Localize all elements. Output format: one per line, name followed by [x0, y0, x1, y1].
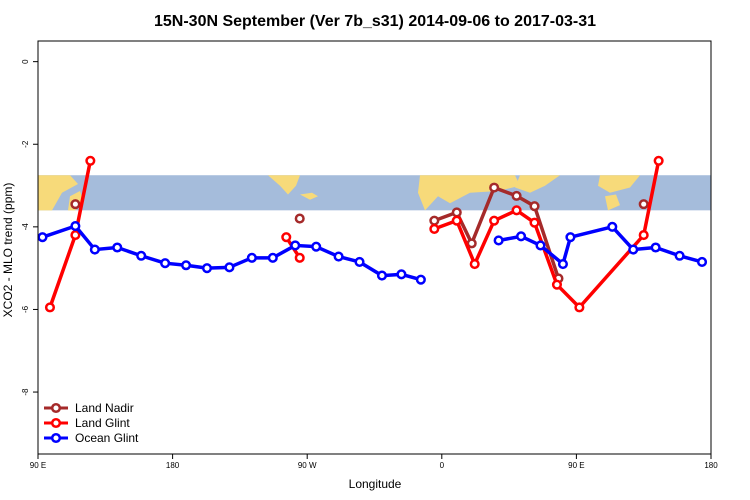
series-1-point-2-6 — [551, 279, 563, 290]
series-2-point-0-7 — [201, 263, 213, 274]
map-land-7 — [605, 194, 620, 211]
y-tick-label-3: -6 — [21, 305, 30, 313]
series-2-point-0-5 — [160, 258, 171, 269]
series-2-point-0-17 — [415, 274, 426, 285]
series-2-point-1-1 — [516, 231, 527, 242]
series-2-point-0-2 — [89, 244, 100, 255]
series-2-point-1-7 — [650, 242, 661, 253]
series-1-point-2-8 — [638, 230, 649, 241]
series-2-point-0-1 — [70, 220, 81, 232]
series-0-point-0-0 — [70, 199, 81, 210]
series-1-point-0-2 — [85, 155, 96, 166]
series-2-point-1-0 — [493, 235, 504, 246]
series-1-point-2-9 — [653, 155, 664, 166]
series-2-point-0-9 — [246, 252, 257, 263]
x-tick-label-3: 0 — [440, 461, 445, 470]
map-land-0 — [38, 175, 78, 211]
series-1-point-2-5 — [529, 217, 540, 228]
series-0-point-2-0 — [429, 215, 440, 226]
series-2-point-1-9 — [696, 256, 708, 268]
series-2-point-0-12 — [311, 241, 322, 252]
legend-label-2: Ocean Glint — [75, 431, 139, 445]
series-1-point-1-1 — [294, 252, 305, 263]
series-2-point-0-13 — [333, 251, 344, 262]
y-tick-label-1: -2 — [21, 140, 30, 148]
map-land-6 — [598, 175, 640, 193]
series-2 — [37, 220, 708, 285]
x-axis-label: Longitude — [349, 477, 402, 491]
series-2-point-1-8 — [674, 250, 685, 261]
series-1-point-1-0 — [281, 232, 292, 243]
series-2-point-0-8 — [224, 262, 235, 273]
series-1-point-0-1 — [70, 230, 81, 241]
plot-frame — [37, 40, 712, 455]
chart-title: 15N-30N September (Ver 7b_s31) 2014-09-0… — [154, 13, 596, 30]
series-2-point-0-6 — [181, 260, 192, 271]
map-land-5 — [515, 175, 560, 193]
series-1-point-2-1 — [451, 215, 462, 226]
series-2-line-1 — [498, 225, 703, 266]
x-tick-label-2: 90 W — [298, 461, 317, 470]
series-0-point-3-0 — [638, 199, 649, 210]
legend-marker-1 — [50, 417, 62, 429]
legend-label-0: Land Nadir — [75, 401, 134, 415]
series-0 — [70, 182, 649, 284]
world-map-strip — [38, 175, 711, 211]
y-axis-label: XCO2 - MLO trend (ppm) — [1, 183, 15, 318]
series-0-point-2-4 — [511, 190, 522, 201]
series-1-point-2-4 — [511, 205, 522, 216]
map-ocean — [38, 175, 711, 211]
y-tick-label-0: 0 — [21, 59, 30, 64]
map-land-3 — [300, 192, 318, 200]
series-2-point-0-16 — [396, 269, 407, 280]
y-tick-label-2: -4 — [21, 223, 30, 231]
series-2-point-0-3 — [112, 242, 123, 253]
series-2-point-0-10 — [267, 252, 278, 263]
series-2-point-1-5 — [607, 221, 618, 232]
series-0-point-2-5 — [529, 201, 540, 212]
series-2-point-0-15 — [376, 270, 388, 281]
x-tick-label-4: 90 E — [568, 461, 584, 470]
series-layer — [37, 155, 708, 313]
map-land-2 — [268, 175, 300, 195]
series-2-point-0-0 — [37, 232, 48, 243]
series-2-point-0-4 — [136, 250, 147, 261]
y-tick-label-4: -8 — [21, 388, 30, 396]
x-tick-label-5: 180 — [704, 461, 718, 470]
x-tick-label-0: 90 E — [30, 461, 46, 470]
series-2-point-1-2 — [535, 240, 546, 251]
legend-marker-0 — [50, 402, 62, 414]
series-2-point-0-11 — [290, 240, 301, 251]
legend-marker-2 — [50, 432, 62, 444]
legend-label-1: Land Glint — [75, 416, 130, 430]
series-1-point-2-3 — [489, 215, 500, 226]
series-1-line-2 — [433, 160, 661, 310]
series-0-point-2-3 — [489, 182, 500, 193]
series-1-point-2-0 — [429, 223, 440, 234]
series-2-point-0-14 — [354, 256, 365, 268]
series-1-point-2-2 — [469, 258, 480, 270]
series-1-point-0-0 — [44, 302, 56, 313]
series-1-point-2-7 — [574, 302, 585, 313]
series-2-point-1-3 — [557, 258, 568, 270]
series-2-point-1-4 — [565, 232, 576, 243]
series-0-point-2-1 — [451, 207, 462, 218]
axis-ticks: 90 E 180 90 W 0 90 E 180 0 -2 -4 -6 -8 — [21, 59, 718, 470]
series-2-point-1-6 — [628, 244, 639, 255]
x-tick-label-1: 180 — [166, 461, 180, 470]
series-0-point-1-0 — [294, 213, 305, 224]
